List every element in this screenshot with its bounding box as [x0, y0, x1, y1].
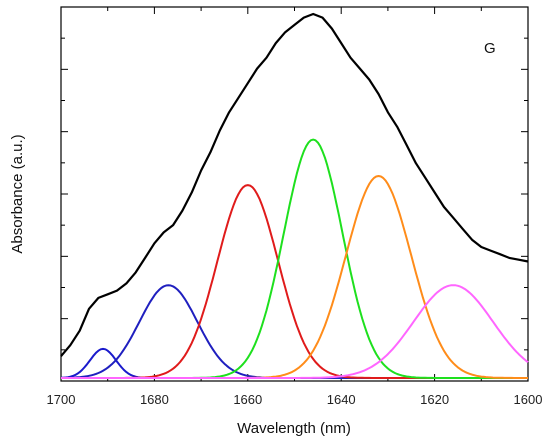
band-curve-3	[61, 184, 528, 379]
band-curve-4	[61, 138, 528, 379]
y-axis-title: Absorbance (a.u.)	[9, 134, 26, 253]
x-axis-title: Wavelength (nm)	[237, 420, 351, 437]
plot-frame	[60, 6, 529, 382]
band-curve-6	[61, 284, 529, 379]
axis-ticks: 1700 1680 1660 1640 1620 1600	[47, 6, 543, 407]
plot-area-border	[60, 6, 529, 382]
x-tick-label: 1700	[47, 392, 76, 407]
envelope-curve	[60, 12, 529, 357]
x-tick-label: 1620	[420, 392, 449, 407]
panel-label: G	[484, 40, 496, 57]
x-tick-label: 1680	[140, 392, 169, 407]
x-tick-label: 1660	[233, 392, 262, 407]
x-tick-label: 1600	[514, 392, 543, 407]
curves	[60, 12, 529, 379]
x-tick-label: 1640	[327, 392, 356, 407]
band-curve-1	[60, 347, 528, 379]
band-curve-2	[61, 284, 528, 379]
